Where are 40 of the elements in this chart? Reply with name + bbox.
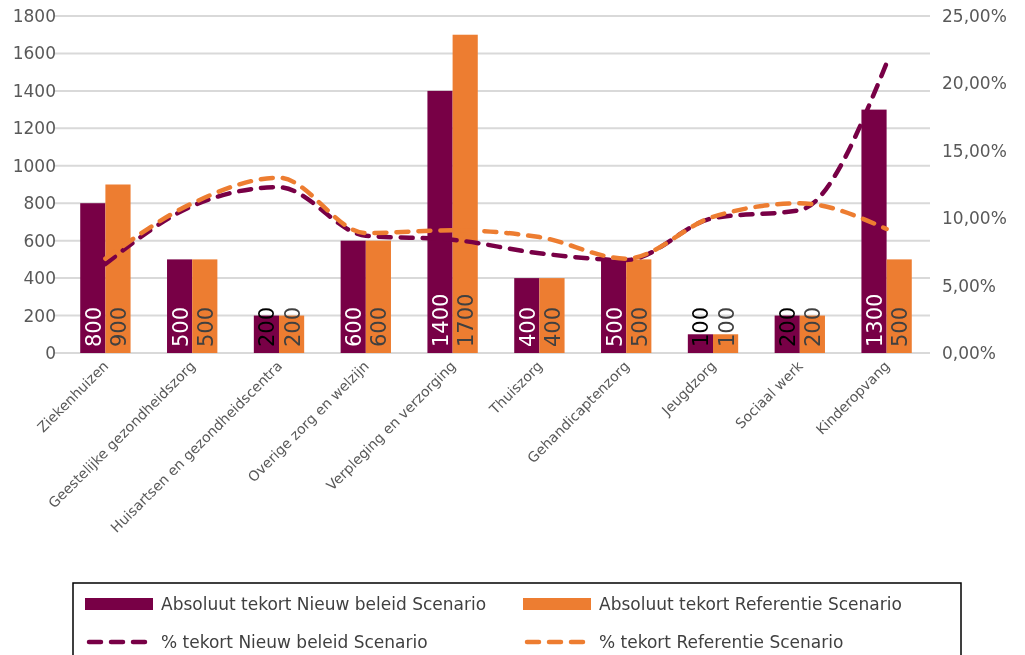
y2-tick-label: 5,00% [942,275,997,296]
y-tick-label: 800 [23,193,56,214]
data-label: 1700 [454,293,479,347]
y-tick-label: 1400 [12,80,56,101]
data-label: 600 [342,306,367,347]
data-label: 800 [81,306,106,347]
y-tick-label: 200 [23,305,56,326]
y2-tick-label: 0,00% [942,342,997,363]
data-label: 500 [888,306,913,347]
data-label: 500 [193,306,218,347]
y-tick-label: 1000 [12,155,56,176]
data-label: 500 [602,306,627,347]
y-tick-label: 1200 [12,118,56,139]
legend-label: Absoluut tekort Nieuw beleid Scenario [161,593,487,614]
data-label: 400 [515,306,540,347]
y2-tick-label: 25,00% [942,5,1007,26]
data-label: 900 [106,306,131,347]
y-tick-label: 1800 [12,5,56,26]
data-label: 400 [540,306,565,347]
data-label: 200 [801,306,826,347]
y2-tick-label: 15,00% [942,140,1007,161]
legend-label: Absoluut tekort Referentie Scenario [599,593,902,614]
data-label: 100 [714,306,739,347]
y-tick-label: 0 [45,342,56,363]
data-label: 1300 [863,293,888,347]
data-label: 200 [255,306,280,347]
data-label: 500 [168,306,193,347]
legend-label: % tekort Referentie Scenario [599,631,844,652]
y2-tick-label: 20,00% [942,73,1007,94]
y-tick-label: 1600 [12,43,56,64]
data-label: 200 [776,306,801,347]
data-label: 200 [280,306,305,347]
y2-tick-label: 10,00% [942,208,1007,229]
data-label: 1400 [429,293,454,347]
y-tick-label: 400 [23,268,56,289]
legend-label: % tekort Nieuw beleid Scenario [161,631,428,652]
y-tick-label: 600 [23,230,56,251]
data-label: 100 [689,306,714,347]
data-label: 500 [627,306,652,347]
data-label: 600 [367,306,392,347]
